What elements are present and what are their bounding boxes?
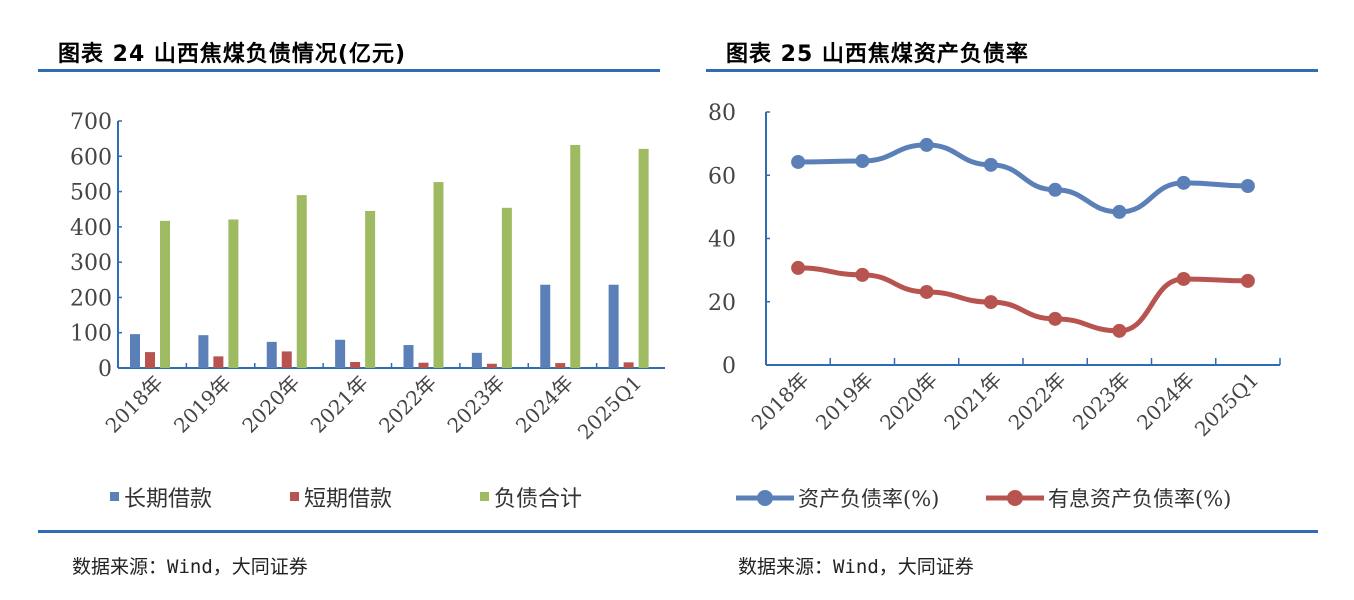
- bar-2: [638, 148, 649, 368]
- legend-label: 有息资产负债率(%): [1048, 487, 1231, 511]
- x-tick-label: 2019年: [811, 368, 878, 435]
- bar-1: [350, 362, 361, 368]
- y-tick-label: 300: [70, 251, 112, 276]
- bar-1: [418, 362, 429, 368]
- x-tick-label: 2021年: [306, 371, 373, 438]
- bar-2: [365, 210, 376, 368]
- bar-2: [570, 144, 581, 368]
- data-point-1: [1240, 273, 1255, 288]
- x-tick-label: 2025Q1: [1190, 368, 1264, 442]
- y-tick-label: 200: [70, 286, 112, 311]
- bar-0: [198, 335, 209, 368]
- bar-1: [145, 352, 155, 368]
- bar-0: [403, 345, 414, 368]
- bar-2: [160, 220, 170, 368]
- bar-2: [228, 219, 239, 368]
- legend-label: 资产负债率(%): [798, 487, 939, 511]
- x-tick-label: 2018年: [747, 368, 814, 435]
- y-tick-label: 400: [70, 216, 112, 241]
- bar-1: [281, 351, 292, 368]
- bar-1: [486, 363, 497, 368]
- legend-label: 长期借款: [124, 487, 212, 512]
- data-point-0: [791, 154, 806, 169]
- title-rule-left: [38, 69, 660, 72]
- y-tick-label: 20: [708, 291, 736, 316]
- bar-1: [555, 363, 566, 368]
- data-point-0: [855, 154, 870, 169]
- data-point-1: [1048, 311, 1063, 326]
- bar-1: [623, 362, 634, 368]
- y-tick-label: 0: [722, 354, 736, 379]
- x-tick-label: 2019年: [169, 371, 236, 438]
- x-tick-label: 2020年: [237, 371, 304, 438]
- bar-0: [471, 352, 482, 368]
- y-tick-label: 80: [708, 101, 736, 126]
- legend-swatch: [290, 492, 299, 501]
- data-point-1: [1112, 323, 1127, 338]
- legend-swatch: [110, 492, 119, 501]
- right-chart-title: 图表 25 山西焦煤资产负债率: [726, 42, 1029, 67]
- bottom-rule: [38, 530, 1318, 533]
- y-tick-label: 100: [70, 322, 112, 347]
- x-tick-label: 2023年: [442, 371, 509, 438]
- data-point-1: [919, 284, 934, 299]
- legend-label: 负债合计: [494, 487, 582, 512]
- bar-0: [608, 284, 619, 368]
- data-point-0: [1048, 182, 1063, 197]
- x-tick-label: 2023年: [1068, 368, 1135, 435]
- x-tick-label: 2025Q1: [573, 371, 647, 445]
- bar-2: [433, 182, 444, 368]
- bar-0: [335, 339, 346, 368]
- y-tick-label: 600: [70, 145, 112, 170]
- left-source: 数据来源：Wind，大同证券: [72, 556, 308, 578]
- data-point-1: [791, 260, 806, 275]
- x-tick-label: 2024年: [511, 371, 578, 438]
- data-point-1: [855, 267, 870, 282]
- x-tick-label: 2022年: [374, 371, 441, 438]
- legend-label: 短期借款: [304, 487, 392, 512]
- y-tick-label: 500: [70, 181, 112, 206]
- series-line-1: [798, 265, 1248, 334]
- title-rule-right: [706, 69, 1318, 72]
- data-point-0: [1112, 204, 1127, 219]
- data-point-0: [1240, 179, 1255, 194]
- legend-marker: [757, 490, 773, 506]
- y-tick-label: 40: [708, 228, 736, 253]
- x-tick-label: 2021年: [939, 368, 1006, 435]
- bar-1: [213, 356, 224, 368]
- legend-marker: [1007, 490, 1023, 506]
- data-point-1: [983, 295, 998, 310]
- y-tick-label: 0: [98, 357, 112, 382]
- y-tick-label: 60: [708, 164, 736, 189]
- bar-0: [130, 334, 140, 368]
- bar-0: [540, 284, 551, 368]
- x-tick-label: 2020年: [875, 368, 942, 435]
- data-point-0: [919, 137, 934, 152]
- legend-swatch: [480, 492, 489, 501]
- x-tick-label: 2022年: [1004, 368, 1071, 435]
- data-point-0: [983, 157, 998, 172]
- y-tick-label: 700: [70, 110, 112, 135]
- bar-2: [501, 207, 512, 368]
- bar-0: [266, 341, 277, 368]
- right-source: 数据来源：Wind，大同证券: [738, 556, 974, 578]
- left-chart-title: 图表 24 山西焦煤负债情况(亿元): [58, 42, 407, 67]
- bar-2: [296, 195, 307, 368]
- data-point-1: [1176, 271, 1191, 286]
- series-line-0: [798, 142, 1248, 215]
- data-point-0: [1176, 175, 1191, 190]
